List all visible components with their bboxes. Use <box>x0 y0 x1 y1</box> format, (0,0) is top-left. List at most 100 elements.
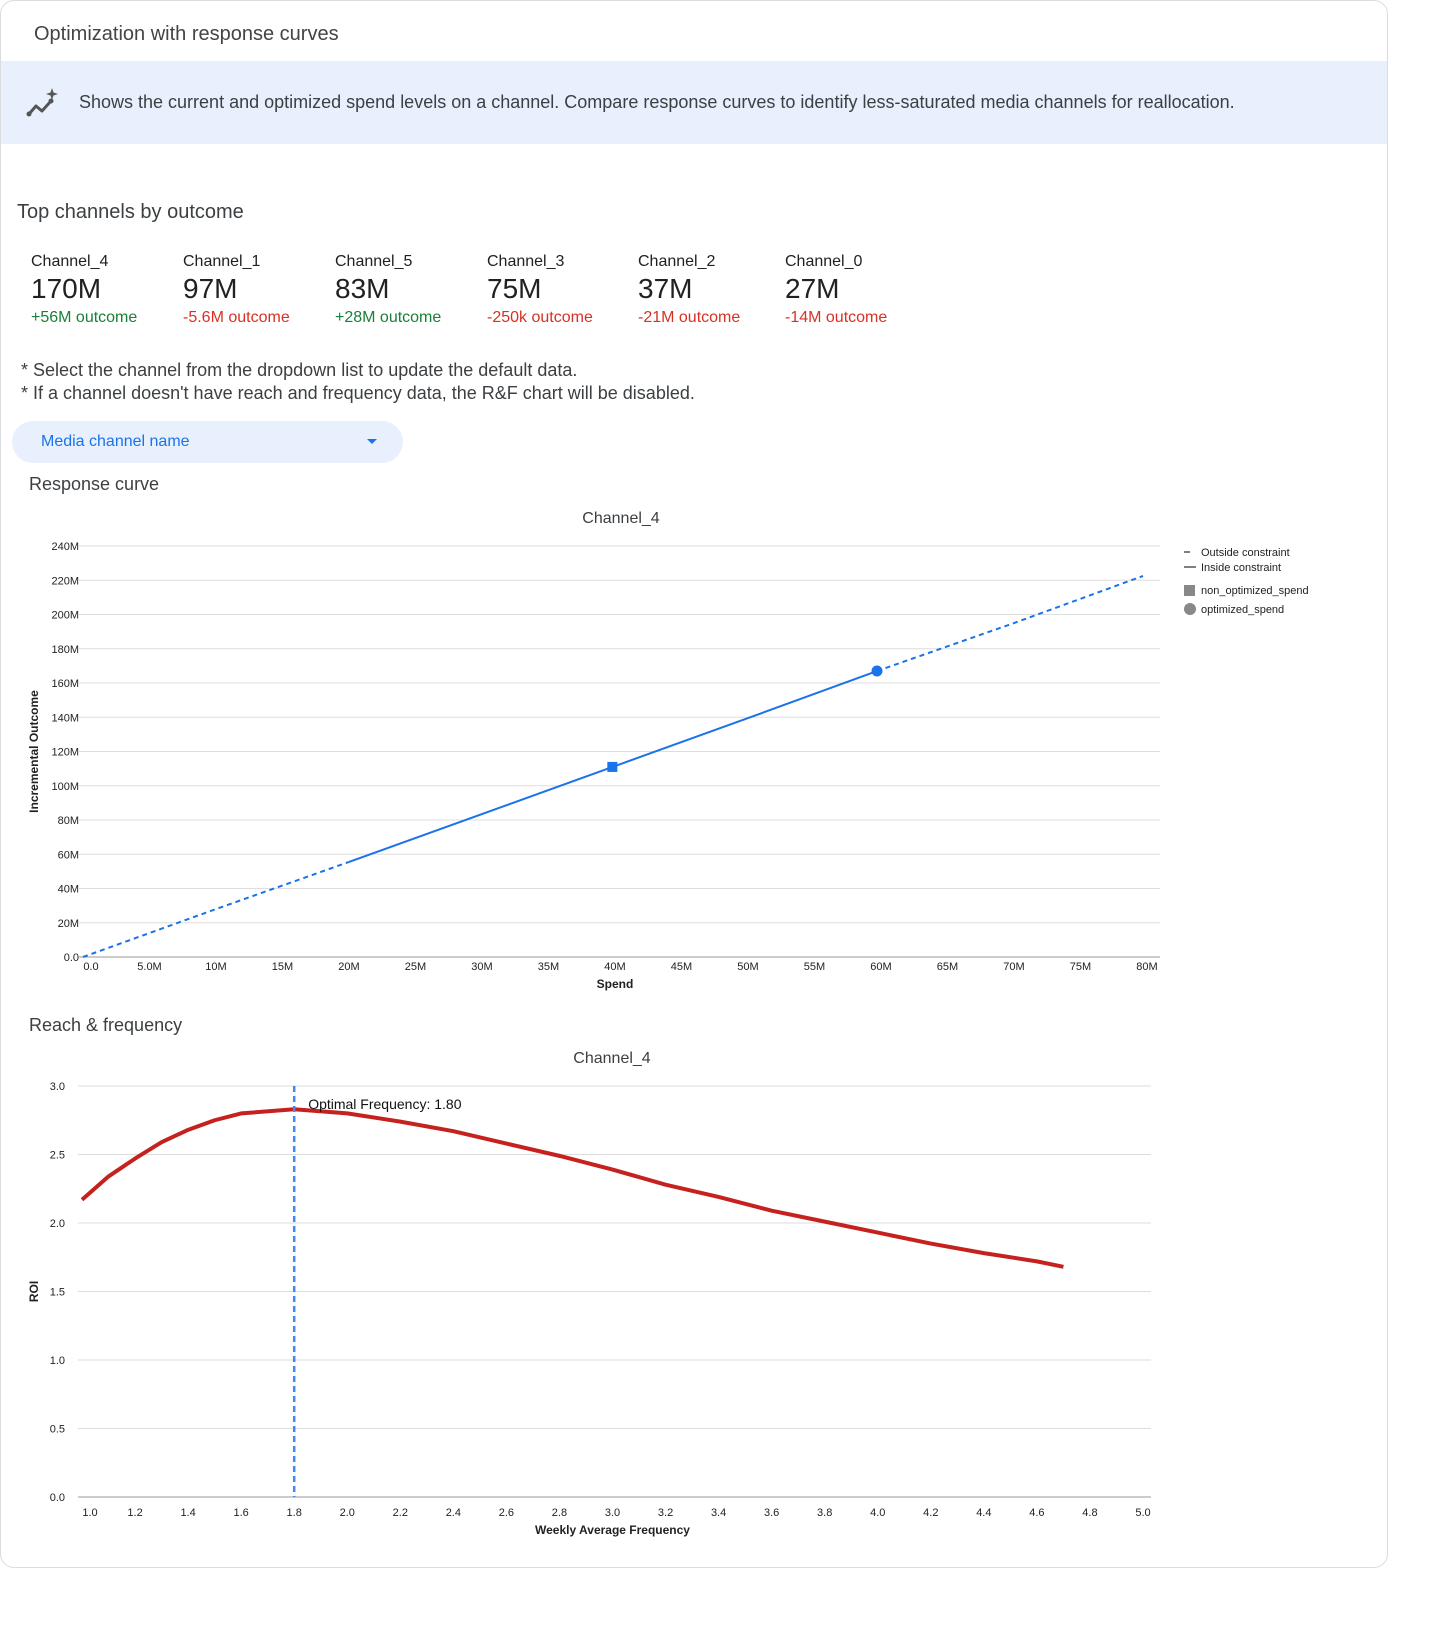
x-tick-label: 2.4 <box>446 1507 461 1519</box>
x-tick-label: 15M <box>272 961 293 973</box>
y-tick-label: 1.5 <box>50 1287 65 1299</box>
y-tick-label: 100M <box>51 781 79 793</box>
x-tick-label: 4.2 <box>923 1507 938 1519</box>
x-tick-label: 55M <box>804 961 825 973</box>
channel-name: Channel_2 <box>638 253 716 270</box>
channel-delta: -5.6M outcome <box>183 309 290 326</box>
y-tick-label: 2.5 <box>50 1150 65 1162</box>
x-tick-label: 30M <box>471 961 492 973</box>
y-tick-label: 140M <box>51 712 79 724</box>
legend-label: Outside constraint <box>1201 547 1290 559</box>
y-tick-label: 2.0 <box>50 1218 65 1230</box>
legend-circle-swatch <box>1184 603 1196 615</box>
y-tick-label: 0.5 <box>50 1424 65 1436</box>
top-channels-heading: Top channels by outcome <box>17 201 244 223</box>
channel-delta: +28M outcome <box>335 309 442 326</box>
x-tick-label: 50M <box>737 961 758 973</box>
y-tick-label: 60M <box>58 849 79 861</box>
x-tick-label: 2.6 <box>499 1507 514 1519</box>
x-tick-label: 40M <box>604 961 625 973</box>
channel-stat: Channel_0 27M -14M outcome <box>785 253 935 327</box>
y-tick-label: 80M <box>58 815 79 827</box>
x-tick-label: 2.0 <box>340 1507 355 1519</box>
x-tick-label: 4.4 <box>976 1507 991 1519</box>
x-tick-label: 4.0 <box>870 1507 885 1519</box>
x-tick-label: 3.8 <box>817 1507 832 1519</box>
y-tick-label: 220M <box>51 575 79 587</box>
y-axis-title: ROI <box>27 1281 41 1302</box>
x-tick-label: 1.4 <box>180 1507 195 1519</box>
channel-outcome: 83M <box>335 273 390 304</box>
channel-delta: -250k outcome <box>487 309 593 326</box>
x-tick-label: 45M <box>671 961 692 973</box>
channel-name: Channel_0 <box>785 253 863 270</box>
channel-stat: Channel_3 75M -250k outcome <box>487 253 638 327</box>
channel-outcome: 27M <box>785 273 840 304</box>
roi-curve <box>80 1107 1064 1269</box>
y-tick-label: 1.0 <box>50 1355 65 1367</box>
x-tick-label: 10M <box>205 961 226 973</box>
sparkle-trend-icon <box>26 87 58 116</box>
x-tick-label: 65M <box>937 961 958 973</box>
legend-square-swatch <box>1184 585 1195 596</box>
x-tick-label: 4.8 <box>1082 1507 1097 1519</box>
x-tick-label: 5.0M <box>137 961 161 973</box>
x-tick-label: 3.4 <box>711 1507 726 1519</box>
channel-delta: -14M outcome <box>785 309 888 326</box>
y-tick-label: 40M <box>58 884 79 896</box>
top-channels-list: Channel_4 170M +56M outcome Channel_1 97M… <box>31 253 935 327</box>
x-axis-title: Spend <box>597 977 634 991</box>
x-tick-label: 1.6 <box>234 1507 249 1519</box>
legend-label: optimized_spend <box>1201 604 1284 616</box>
response-curve-heading: Response curve <box>29 474 160 494</box>
channel-name: Channel_4 <box>31 253 109 270</box>
channel-delta: +56M outcome <box>31 309 138 326</box>
card-title: Optimization with response curves <box>34 23 339 45</box>
note: * Select the channel from the dropdown l… <box>21 360 578 380</box>
x-tick-label: 3.6 <box>764 1507 779 1519</box>
x-tick-label: 35M <box>538 961 559 973</box>
channel-name: Channel_1 <box>183 253 261 270</box>
x-tick-label: 80M <box>1136 961 1157 973</box>
non-optimized-spend-marker <box>607 761 618 772</box>
info-banner: Shows the current and optimized spend le… <box>1 61 1387 144</box>
caret-down-icon <box>367 439 377 444</box>
x-tick-label: 2.2 <box>393 1507 408 1519</box>
channel-outcome: 37M <box>638 273 693 304</box>
channel-stat: Channel_1 97M -5.6M outcome <box>183 253 335 327</box>
channel-outcome: 97M <box>183 273 238 304</box>
x-tick-label: 1.2 <box>127 1507 142 1519</box>
media-channel-dropdown[interactable]: Media channel name <box>12 421 403 463</box>
response-curve-chart: Channel_4 0.0 20M 40M 60M 80M 100M 120M 140M 160M… <box>27 510 1309 991</box>
channel-delta: -21M outcome <box>638 309 741 326</box>
outside-constraint-line <box>876 575 1144 672</box>
x-tick-label: 20M <box>338 961 359 973</box>
outside-constraint-line <box>82 861 350 958</box>
optimal-frequency-annotation: Optimal Frequency: 1.80 <box>308 1096 462 1112</box>
rf-chart: Channel_4 0.0 0.5 1.0 1.5 2.0 2.5 3.0 1.0 1.2 1.4 1… <box>27 1050 1151 1537</box>
banner-text: Shows the current and optimized spend le… <box>79 92 1235 112</box>
x-tick-label: 1.0 <box>82 1507 97 1519</box>
channel-outcome: 170M <box>31 273 102 304</box>
channel-name: Channel_3 <box>487 253 565 270</box>
channel-name: Channel_5 <box>335 253 413 270</box>
x-axis-title: Weekly Average Frequency <box>535 1523 690 1537</box>
y-tick-label: 160M <box>51 678 79 690</box>
legend-label: non_optimized_spend <box>1201 585 1309 597</box>
note: * If a channel doesn't have reach and fr… <box>21 383 695 403</box>
channel-stat: Channel_5 83M +28M outcome <box>335 253 487 327</box>
y-axis-title: Incremental Outcome <box>27 690 41 813</box>
x-tick-label: 75M <box>1070 961 1091 973</box>
x-tick-label: 3.0 <box>605 1507 620 1519</box>
x-tick-label: 5.0 <box>1135 1507 1150 1519</box>
y-tick-label: 3.0 <box>50 1081 65 1093</box>
optimized-spend-marker <box>871 665 883 677</box>
x-tick-label: 3.2 <box>658 1507 673 1519</box>
y-tick-label: 20M <box>58 918 79 930</box>
legend-label: Inside constraint <box>1201 562 1281 574</box>
dropdown-placeholder: Media channel name <box>41 433 190 450</box>
y-tick-label: 0.0 <box>50 1492 65 1504</box>
x-tick-label: 4.6 <box>1029 1507 1044 1519</box>
y-tick-label: 200M <box>51 610 79 622</box>
chart-title: Channel_4 <box>582 510 660 527</box>
